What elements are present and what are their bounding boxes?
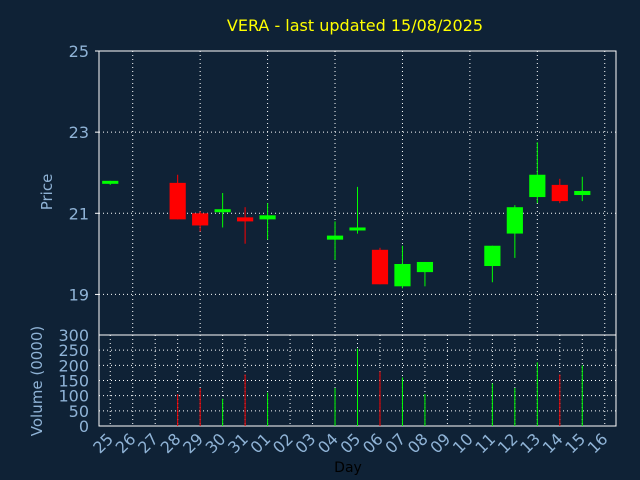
candle-body [416,261,434,273]
candle-body [326,235,344,240]
price-panel: 19 21 23 25 [69,42,617,336]
candle-body [102,180,119,184]
candle-body [214,209,231,213]
candle-body [529,174,546,198]
candle-body [394,264,411,287]
x-axis-label: Day [334,460,362,476]
candle-30 [214,193,231,228]
volume-axis-label: Volume (0000) [28,326,46,436]
candle-12 [506,205,523,258]
candle-31 [237,207,254,244]
volume-tick-label: 50 [69,402,89,421]
candle-29 [192,211,209,232]
candle-body [371,249,389,285]
candle-body [551,184,568,202]
candle-14 [551,178,568,204]
chart-title: VERA - last updated 15/08/2025 [227,16,483,35]
candle-body [259,215,276,220]
x-tick-labels: 2526272829303101020304050607080910111213… [89,429,611,457]
volume-tick-label: 200 [58,356,89,375]
candle-08 [416,261,434,287]
price-axis-label: Price [38,174,56,211]
candle-body [484,245,501,267]
x-tick-label: 16 [584,429,612,457]
candle-05 [349,186,366,234]
volume-tick-label: 250 [58,341,89,360]
candle-body [192,213,209,226]
candle-11 [484,245,501,283]
volume-tick-label: 150 [58,372,89,391]
candle-25 [102,180,119,185]
candle-01 [259,203,276,240]
volume-tick-label: 100 [58,387,89,406]
candle-13 [529,142,546,204]
candle-28 [169,174,186,220]
volume-tick-label: 0 [79,417,89,436]
candle-15 [574,176,591,202]
price-tick-label: 25 [69,42,89,61]
candle-body [506,207,523,234]
candle-body [237,217,254,222]
candle-body [349,227,366,231]
candle-07 [394,245,411,289]
candle-body [574,190,591,196]
candle-body [169,182,186,220]
candle-06 [371,247,389,285]
price-tick-label: 21 [69,204,89,223]
volume-tick-label: 300 [58,326,89,345]
price-tick-label: 23 [69,123,89,142]
candle-04 [326,221,344,260]
price-tick-label: 19 [69,285,89,304]
